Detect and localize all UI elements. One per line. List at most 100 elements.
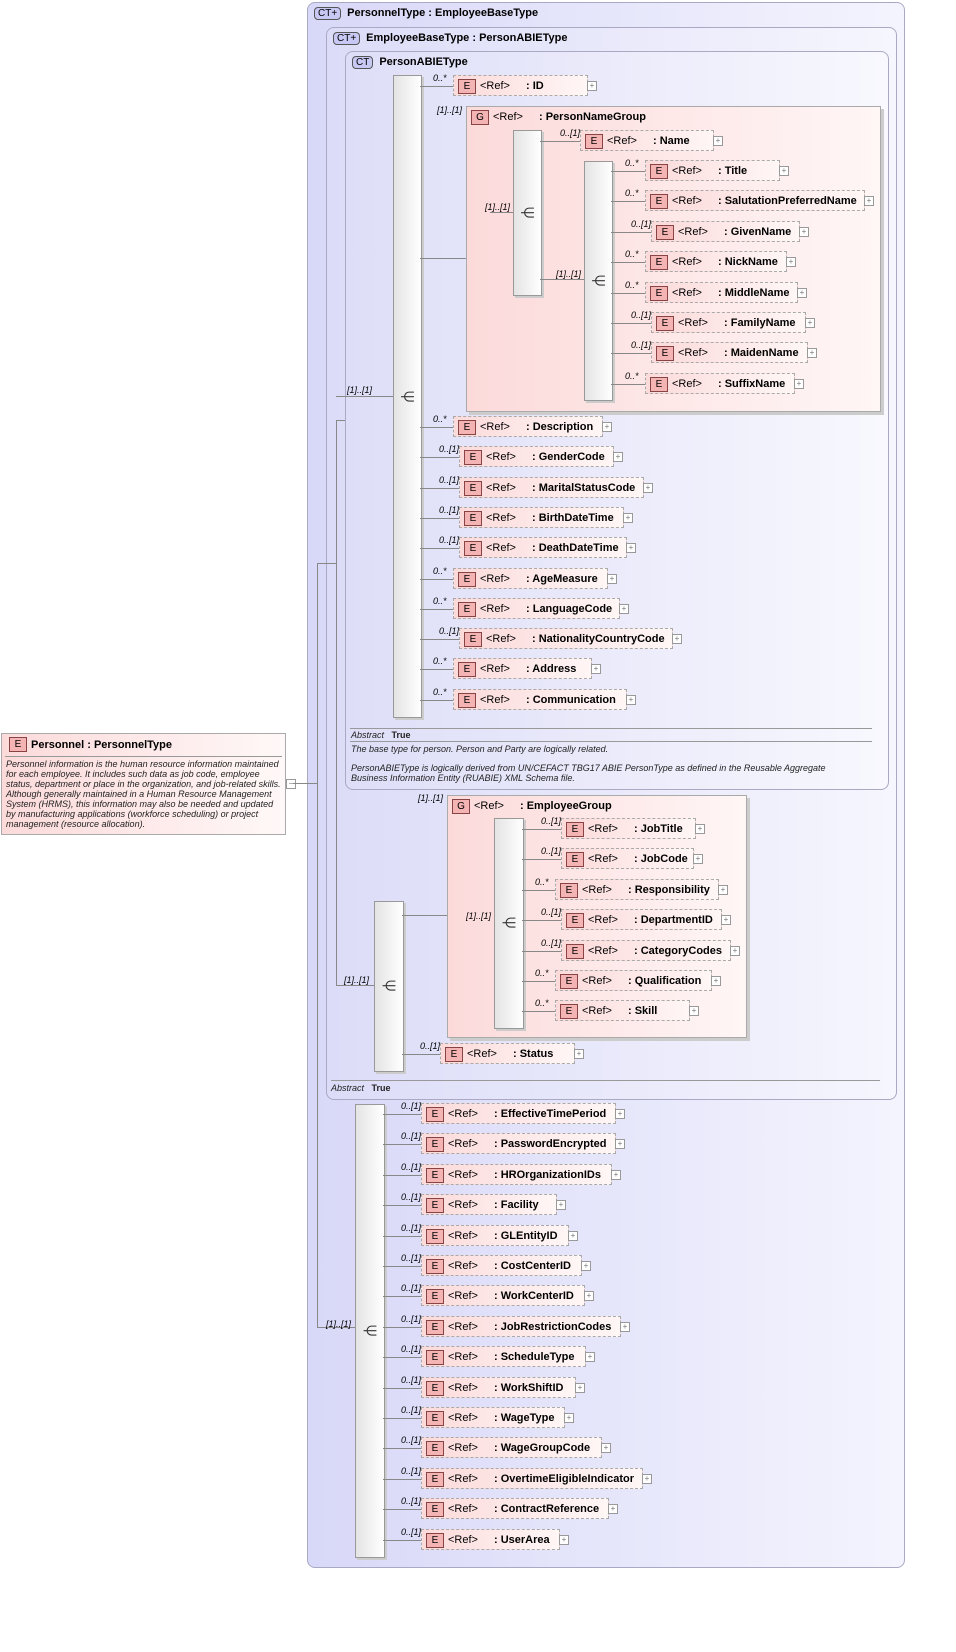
- expand-button[interactable]: +: [611, 1169, 621, 1180]
- expand-button[interactable]: +: [591, 664, 601, 675]
- element-ref[interactable]: E <Ref>: WorkShiftID +: [421, 1376, 585, 1398]
- element-ref[interactable]: E <Ref>: CategoryCodes +: [561, 939, 740, 961]
- element-ref[interactable]: E <Ref>: SalutationPreferredName +: [645, 190, 874, 212]
- element-ref[interactable]: E <Ref>: UserArea +: [421, 1528, 569, 1550]
- element-ref[interactable]: E <Ref>: GivenName +: [651, 220, 809, 242]
- sequence-compositor[interactable]: ⋲: [355, 1104, 385, 1558]
- expand-button[interactable]: +: [695, 824, 705, 834]
- expand-button[interactable]: +: [721, 915, 731, 926]
- sequence-compositor[interactable]: ⋲: [513, 130, 542, 296]
- expand-button[interactable]: +: [585, 1352, 595, 1363]
- element-ref[interactable]: E <Ref>: Responsibility +: [555, 878, 728, 900]
- element-ref[interactable]: E <Ref>: Communication +: [453, 688, 636, 710]
- element-ref[interactable]: E <Ref>: Description +: [453, 416, 612, 437]
- expand-button[interactable]: +: [689, 1006, 699, 1017]
- element-ref[interactable]: E <Ref>: AgeMeasure +: [453, 567, 617, 589]
- expand-button[interactable]: +: [602, 422, 612, 432]
- expand-button[interactable]: +: [711, 976, 721, 986]
- expand-button[interactable]: +: [607, 573, 617, 584]
- expand-button[interactable]: +: [693, 854, 703, 865]
- element-name: : GivenName: [724, 225, 792, 238]
- cardinality: 0..[1]: [541, 907, 562, 918]
- element-ref[interactable]: E <Ref>: JobCode +: [561, 848, 703, 870]
- expand-button[interactable]: +: [619, 603, 629, 614]
- element-ref[interactable]: E <Ref>: MaidenName +: [651, 342, 817, 364]
- element-ref[interactable]: E <Ref>: Title +: [645, 160, 789, 181]
- element-ref[interactable]: E <Ref>: WorkCenterID +: [421, 1285, 594, 1307]
- expand-button[interactable]: +: [620, 1321, 630, 1332]
- element-ref[interactable]: E <Ref>: MiddleName +: [645, 281, 807, 303]
- expand-button[interactable]: +: [730, 945, 740, 956]
- expand-button[interactable]: +: [672, 634, 682, 645]
- expand-button[interactable]: +: [581, 1261, 591, 1271]
- expand-button[interactable]: +: [559, 1534, 569, 1545]
- expand-button[interactable]: +: [794, 378, 804, 389]
- element-ref[interactable]: E <Ref>: WageType +: [421, 1407, 574, 1428]
- element-ref[interactable]: E <Ref>: WageGroupCode +: [421, 1437, 611, 1459]
- expand-button[interactable]: +: [608, 1504, 618, 1515]
- element-ref[interactable]: E <Ref>: OvertimeEligibleIndicator +: [421, 1467, 652, 1489]
- expand-button[interactable]: +: [713, 136, 723, 146]
- element-ref[interactable]: E <Ref>: CostCenterID +: [421, 1255, 591, 1276]
- element-ref[interactable]: E <Ref>: Status +: [440, 1043, 584, 1064]
- expand-button[interactable]: +: [556, 1200, 566, 1211]
- expand-button[interactable]: +: [601, 1443, 611, 1454]
- sequence-compositor[interactable]: ⋲: [584, 161, 613, 401]
- collapse-button[interactable]: −: [286, 779, 296, 789]
- expand-button[interactable]: +: [575, 1382, 585, 1393]
- expand-button[interactable]: +: [626, 543, 636, 554]
- element-name: : Skill: [628, 1005, 658, 1018]
- element-ref[interactable]: E <Ref>: MaritalStatusCode +: [459, 476, 653, 498]
- element-ref[interactable]: E <Ref>: Qualification +: [555, 970, 721, 991]
- expand-button[interactable]: +: [779, 166, 789, 176]
- expand-button[interactable]: +: [642, 1473, 652, 1484]
- expand-button[interactable]: +: [568, 1230, 578, 1241]
- element-ref[interactable]: E <Ref>: FamilyName +: [651, 312, 815, 333]
- element-ref[interactable]: E <Ref>: JobRestrictionCodes +: [421, 1315, 630, 1337]
- element-ref[interactable]: E <Ref>: NickName +: [645, 251, 796, 273]
- element-name: : MiddleName: [718, 286, 790, 299]
- element-ref[interactable]: E <Ref>: NationalityCountryCode +: [459, 628, 682, 650]
- expand-button[interactable]: +: [786, 257, 796, 268]
- element-ref[interactable]: E <Ref>: SuffixName +: [645, 372, 804, 394]
- sequence-compositor[interactable]: ⋲: [374, 901, 404, 1072]
- expand-button[interactable]: +: [864, 196, 874, 207]
- element-ref[interactable]: E <Ref>: Facility +: [421, 1194, 566, 1216]
- expand-button[interactable]: +: [799, 226, 809, 237]
- element-ref[interactable]: E <Ref>: JobTitle +: [561, 818, 705, 839]
- expand-button[interactable]: +: [626, 694, 636, 705]
- expand-button[interactable]: +: [584, 1291, 594, 1302]
- element-ref[interactable]: E <Ref>: ID +: [453, 75, 597, 96]
- expand-button[interactable]: +: [807, 348, 817, 359]
- expand-button[interactable]: +: [797, 287, 807, 298]
- expand-button[interactable]: +: [615, 1109, 625, 1119]
- expand-button[interactable]: +: [574, 1049, 584, 1059]
- element-ref[interactable]: E <Ref>: PasswordEncrypted +: [421, 1133, 625, 1155]
- element-ref[interactable]: E <Ref>: LanguageCode +: [453, 597, 629, 619]
- element-ref[interactable]: E <Ref>: Name +: [580, 130, 723, 151]
- expand-button[interactable]: +: [587, 81, 597, 91]
- element-ref[interactable]: E <Ref>: DeathDateTime +: [459, 537, 636, 559]
- expand-button[interactable]: +: [623, 512, 633, 523]
- expand-button[interactable]: +: [615, 1139, 625, 1150]
- element-ref[interactable]: E <Ref>: GLEntityID +: [421, 1224, 578, 1246]
- element-ref[interactable]: E <Ref>: Address +: [453, 658, 601, 680]
- expand-button[interactable]: +: [718, 884, 728, 895]
- element-ref[interactable]: E <Ref>: DepartmentID +: [561, 909, 731, 931]
- expand-button[interactable]: +: [805, 318, 815, 328]
- element-ref[interactable]: E <Ref>: BirthDateTime +: [459, 506, 633, 528]
- element-ref[interactable]: E <Ref>: HROrganizationIDs +: [421, 1163, 621, 1185]
- sequence-compositor[interactable]: ⋲: [494, 818, 524, 1029]
- element-ref[interactable]: E <Ref>: Skill +: [555, 1000, 699, 1022]
- element-ref[interactable]: E <Ref>: EffectiveTimePeriod +: [421, 1103, 625, 1124]
- sequence-compositor[interactable]: ⋲: [393, 75, 422, 718]
- ref-label: <Ref>: [678, 347, 708, 360]
- element-ref[interactable]: E <Ref>: ContractReference +: [421, 1498, 618, 1520]
- element-icon: E: [464, 541, 482, 557]
- root-element-personnel[interactable]: E Personnel : PersonnelType Personnel inf…: [1, 733, 286, 835]
- element-ref[interactable]: E <Ref>: GenderCode +: [459, 446, 623, 468]
- expand-button[interactable]: +: [564, 1413, 574, 1423]
- expand-button[interactable]: +: [613, 452, 623, 463]
- expand-button[interactable]: +: [643, 482, 653, 493]
- element-ref[interactable]: E <Ref>: ScheduleType +: [421, 1346, 595, 1368]
